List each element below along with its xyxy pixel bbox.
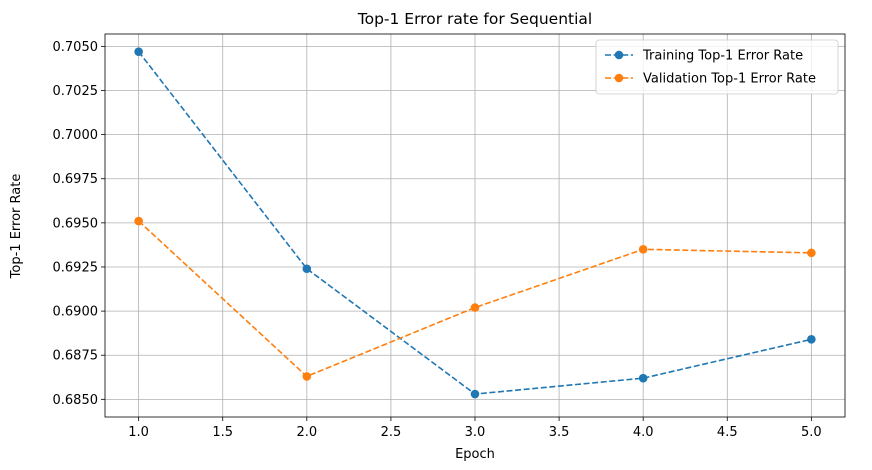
plot-area-frame	[104, 33, 846, 418]
x-tick-label: 4.5	[717, 425, 738, 440]
legend-marker	[614, 50, 624, 60]
legend-marker	[614, 73, 624, 83]
x-tick-label: 4.0	[633, 425, 654, 440]
x-tick-label: 3.5	[549, 425, 570, 440]
y-axis-ticks: 0.6850 0.6875 0.6900 0.6925 0.6950 0.6975 0.70…	[53, 40, 105, 408]
data-point	[302, 264, 312, 274]
x-tick-label: 3.0	[465, 425, 486, 440]
series-1	[134, 47, 816, 399]
y-tick-label: 0.7050	[53, 40, 99, 55]
legend-entry: Training Top-1 Error Rate	[605, 49, 803, 64]
x-tick-label: 2.5	[381, 425, 402, 440]
data-point	[134, 47, 143, 56]
data-point	[134, 216, 143, 226]
data-point	[470, 389, 480, 399]
legend: Training Top-1 Error Rate Validation Top-…	[595, 39, 839, 95]
legend-label: Validation Top-1 Error Rate	[643, 72, 816, 87]
y-tick-label: 0.7000	[53, 128, 99, 143]
data-point	[470, 303, 480, 312]
data-point	[638, 245, 648, 254]
y-tick-label: 0.6850	[53, 393, 99, 408]
x-axis-label: Epoch	[455, 447, 495, 462]
y-tick-label: 0.6975	[53, 172, 99, 187]
series-2	[134, 216, 816, 381]
x-tick-label: 1.5	[212, 425, 233, 440]
data-point	[807, 248, 816, 258]
data-point	[302, 372, 312, 381]
x-tick-label: 1.0	[128, 425, 149, 440]
series-lines	[134, 47, 816, 399]
x-tick-label: 2.0	[296, 425, 317, 440]
data-point	[807, 335, 816, 344]
chart-title: Top-1 Error rate for Sequential	[357, 10, 592, 28]
y-tick-label: 0.6900	[53, 305, 99, 320]
y-tick-label: 0.6925	[53, 260, 99, 275]
y-axis-label: Top-1 Error Rate	[9, 174, 24, 280]
grid	[105, 34, 845, 417]
y-tick-label: 0.6950	[53, 216, 99, 231]
data-point	[638, 373, 648, 383]
legend-box	[595, 39, 839, 95]
y-tick-label: 0.7025	[53, 84, 99, 99]
legend-entry: Validation Top-1 Error Rate	[605, 72, 816, 87]
legend-label: Training Top-1 Error Rate	[642, 49, 803, 64]
x-tick-label: 5.0	[801, 425, 822, 440]
y-tick-label: 0.6875	[53, 349, 99, 364]
x-axis-ticks: 1.0 1.5 2.0 2.5 3.0 3.5 4.0 4.5 5.0	[128, 417, 822, 440]
